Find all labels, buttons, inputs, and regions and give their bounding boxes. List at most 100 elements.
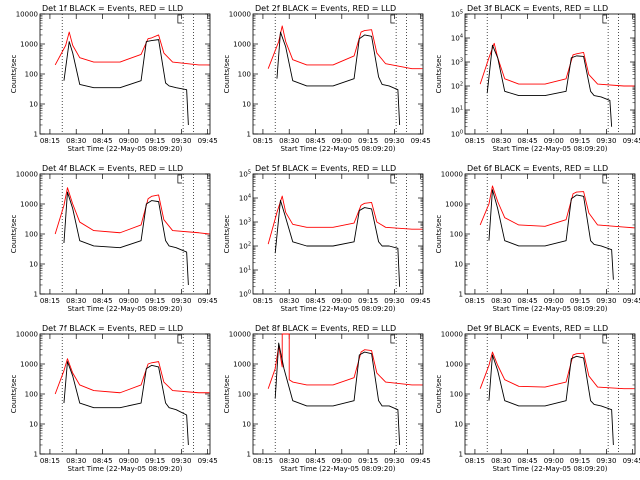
series-events-line <box>274 199 401 287</box>
y-tick-label: 10000 <box>16 331 38 339</box>
y-axis-label: Counts/sec <box>10 215 18 254</box>
x-tick-label: 09:00 <box>544 457 564 465</box>
x-tick-label: 09:30 <box>384 137 404 145</box>
y-tick-label: 10000 <box>16 11 38 19</box>
y-axis-label: Counts/sec <box>435 375 443 414</box>
x-tick-label: 08:15 <box>253 297 273 305</box>
y-axis-label: Counts/sec <box>223 375 231 414</box>
x-tick-label: 08:45 <box>305 137 325 145</box>
x-tick-label: 09:15 <box>358 137 378 145</box>
panel-title: Det 8f BLACK = Events, RED = LLD <box>255 324 396 333</box>
panel-det-2f: Det 2f BLACK = Events, RED = LLD 1 10 100 10… <box>223 4 431 153</box>
x-tick-label: 09:30 <box>596 457 616 465</box>
x-tick-label: 09:45 <box>623 297 640 305</box>
bracket-marker-icon <box>602 174 607 184</box>
y-tick-label: 10 <box>29 261 38 269</box>
x-tick-label: 08:30 <box>491 137 511 145</box>
y-axis-label: Counts/sec <box>10 55 18 94</box>
y-tick-label: 100 <box>25 231 38 239</box>
bracket-marker-icon <box>390 174 395 184</box>
panel-title: Det 3f BLACK = Events, RED = LLD <box>467 4 608 13</box>
y-axis-label: Counts/sec <box>223 55 231 94</box>
x-tick-label: 09:30 <box>384 457 404 465</box>
x-axis-label: Start Time (22-May-05 08:09:20) <box>280 305 395 313</box>
series-events-line <box>276 31 401 125</box>
x-tick-label: 09:00 <box>119 137 139 145</box>
x-axis-label: Start Time (22-May-05 08:09:20) <box>280 145 395 153</box>
y-tick-label: 1000 <box>20 41 38 49</box>
series-lld-line <box>479 351 635 390</box>
x-tick-label: 09:15 <box>570 457 590 465</box>
y-tick-label: 104 <box>451 34 463 43</box>
x-tick-label: 08:15 <box>40 297 60 305</box>
y-tick-label: 10 <box>242 421 251 429</box>
y-tick-label: 100 <box>238 71 251 79</box>
panel-det-4f: Det 4f BLACK = Events, RED = LLD 1 10 100 10… <box>10 164 218 313</box>
y-tick-label: 100 <box>25 391 38 399</box>
panel-det-5f: Det 5f BLACK = Events, RED = LLD 100 101 10… <box>223 164 431 313</box>
x-tick-label: 08:30 <box>66 297 86 305</box>
x-tick-label: 09:00 <box>119 457 139 465</box>
x-axis-label: Start Time (22-May-05 08:09:20) <box>492 305 607 313</box>
series-lld-line <box>54 358 210 395</box>
bracket-marker-icon <box>177 14 182 24</box>
y-tick-label: 10000 <box>229 331 251 339</box>
y-tick-label: 101 <box>451 106 463 115</box>
y-tick-label: 1000 <box>233 361 251 369</box>
x-axis-label: Start Time (22-May-05 08:09:20) <box>492 145 607 153</box>
y-tick-label: 10 <box>242 101 251 109</box>
y-tick-label: 10000 <box>441 171 463 179</box>
x-tick-label: 09:45 <box>198 137 218 145</box>
panel-title: Det 2f BLACK = Events, RED = LLD <box>255 4 396 13</box>
bracket-marker-icon <box>390 14 395 24</box>
x-tick-label: 09:45 <box>411 457 431 465</box>
series-events-line <box>274 342 401 445</box>
plot-frame <box>39 333 211 455</box>
x-tick-label: 08:30 <box>279 297 299 305</box>
plot-frame <box>464 333 636 455</box>
y-tick-label: 105 <box>239 170 251 179</box>
series-events-line <box>488 354 614 445</box>
x-tick-label: 08:30 <box>66 457 86 465</box>
x-tick-label: 09:00 <box>332 297 352 305</box>
y-tick-label: 105 <box>451 10 463 19</box>
x-tick-label: 09:30 <box>171 137 191 145</box>
x-tick-label: 09:45 <box>411 137 431 145</box>
panel-det-9f: Det 9f BLACK = Events, RED = LLD 1 10 100 10… <box>435 324 640 473</box>
x-tick-label: 08:45 <box>305 457 325 465</box>
x-tick-label: 09:15 <box>358 457 378 465</box>
bracket-marker-icon <box>177 174 182 184</box>
x-tick-label: 08:45 <box>92 137 112 145</box>
series-lld-line <box>479 185 635 229</box>
y-tick-label: 1 <box>34 451 38 459</box>
series-lld-line <box>54 31 210 66</box>
bracket-marker-icon <box>602 14 607 24</box>
panel-title: Det 4f BLACK = Events, RED = LLD <box>42 164 183 173</box>
plot-frame <box>252 173 424 295</box>
series-events-line <box>486 44 613 127</box>
y-tick-label: 103 <box>451 58 463 67</box>
y-tick-label: 100 <box>238 391 251 399</box>
x-tick-label: 09:30 <box>596 137 616 145</box>
x-tick-label: 08:45 <box>517 137 537 145</box>
panel-det-6f: Det 6f BLACK = Events, RED = LLD 1 10 100 10… <box>435 164 640 313</box>
x-tick-label: 08:15 <box>253 457 273 465</box>
y-axis-label: Counts/sec <box>10 375 18 414</box>
y-tick-label: 1000 <box>20 361 38 369</box>
x-tick-label: 08:30 <box>491 457 511 465</box>
y-tick-label: 100 <box>451 130 463 139</box>
y-axis-label: Counts/sec <box>223 215 231 254</box>
x-tick-label: 08:45 <box>517 457 537 465</box>
x-tick-label: 08:15 <box>253 137 273 145</box>
x-tick-label: 09:00 <box>119 297 139 305</box>
x-tick-label: 09:45 <box>198 457 218 465</box>
y-tick-label: 1 <box>459 291 463 299</box>
y-tick-label: 101 <box>239 266 251 275</box>
y-tick-label: 1 <box>34 131 38 139</box>
x-tick-label: 09:00 <box>544 137 564 145</box>
bracket-marker-icon <box>390 334 395 344</box>
series-events-line <box>488 189 614 280</box>
y-tick-label: 10 <box>454 421 463 429</box>
y-tick-label: 1 <box>247 451 251 459</box>
